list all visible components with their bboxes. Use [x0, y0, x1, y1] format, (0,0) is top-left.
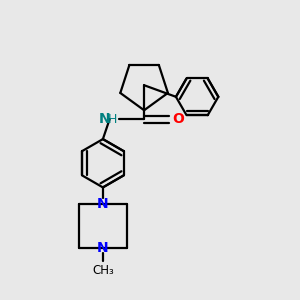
Text: O: O — [173, 112, 184, 126]
Text: N: N — [97, 241, 109, 255]
Text: N: N — [97, 196, 109, 211]
Text: H: H — [108, 112, 118, 126]
Text: CH₃: CH₃ — [92, 264, 114, 277]
Text: N: N — [99, 112, 111, 126]
